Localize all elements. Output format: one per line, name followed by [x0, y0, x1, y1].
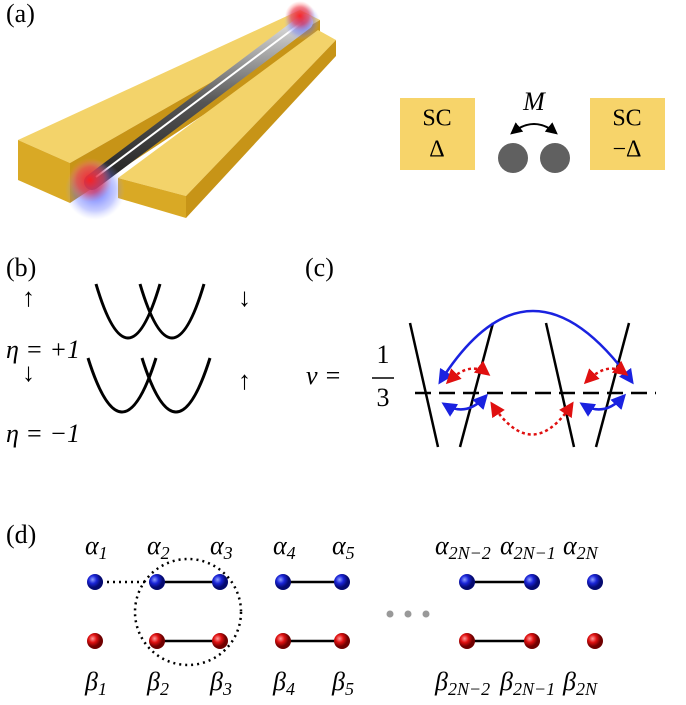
label-base: α: [500, 531, 515, 560]
eta-label: η = −1: [6, 419, 80, 448]
label-base: β: [434, 667, 448, 696]
site: [524, 633, 540, 649]
label-subscript: 2N−1: [513, 679, 555, 699]
site: [524, 574, 540, 590]
site-label: β2N−2: [434, 667, 490, 699]
label-subscript: 4: [286, 679, 295, 699]
label-subscript: 3: [222, 679, 232, 699]
label-subscript: 5: [346, 543, 355, 563]
unit-cell-circle: [133, 557, 243, 667]
dispersion-lines: [408, 322, 631, 448]
label-base: α: [563, 531, 578, 560]
coupling-label: M: [522, 87, 546, 116]
label-base: α: [147, 531, 162, 560]
site-label: β5: [331, 667, 354, 699]
label-base: β: [562, 667, 576, 696]
site: [275, 633, 291, 649]
site-label: α2N−1: [500, 531, 556, 563]
filling-label: ν =: [306, 361, 342, 390]
site-label: α3: [210, 531, 233, 563]
sc-box: [400, 98, 475, 170]
site: [587, 633, 603, 649]
site: [149, 574, 165, 590]
site-label: β2N: [562, 667, 598, 699]
label-subscript: 4: [287, 543, 296, 563]
label-subscript: 2N−1: [514, 543, 556, 563]
spin-arrow: ↑: [22, 283, 35, 312]
site: [212, 574, 228, 590]
label-base: α: [273, 531, 288, 560]
site-label: β3: [209, 667, 232, 699]
eta-label: η = +1: [6, 335, 80, 364]
panel-label: (c): [305, 253, 334, 282]
sc-box: [590, 98, 665, 170]
site-label: β2: [146, 667, 169, 699]
label-subscript: 1: [98, 679, 107, 699]
site: [587, 574, 603, 590]
site: [149, 633, 165, 649]
label-subscript: 2: [161, 543, 170, 563]
site: [459, 574, 475, 590]
site-label: β1: [84, 667, 107, 699]
site-label: α5: [332, 531, 355, 563]
label-subscript: 2: [160, 679, 169, 699]
label-base: α: [210, 531, 225, 560]
site-label: α2N: [563, 531, 599, 563]
site: [334, 574, 350, 590]
panel-label: (b): [6, 253, 36, 282]
spin-arrow: ↓: [238, 283, 251, 312]
label-subscript: 2N: [576, 679, 598, 699]
site: [212, 633, 228, 649]
box-text: Δ: [429, 137, 444, 163]
label-subscript: 2N−2: [448, 679, 490, 699]
label-base: α: [85, 531, 100, 560]
box-text: −Δ: [613, 137, 642, 163]
fraction-denominator: 3: [377, 383, 390, 412]
label-subscript: 2N−2: [449, 543, 491, 563]
site: [275, 574, 291, 590]
band-parabolas: [86, 283, 212, 414]
label-subscript: 2N: [577, 543, 599, 563]
site: [87, 633, 103, 649]
quantum-dot: [498, 143, 528, 173]
quantum-dot: [540, 143, 570, 173]
device-illustration: [18, 1, 336, 220]
fraction-numerator: 1: [377, 340, 390, 369]
label-base: α: [435, 531, 450, 560]
site: [459, 633, 475, 649]
label-base: β: [331, 667, 345, 696]
site-label: β4: [272, 667, 295, 699]
label-base: β: [272, 667, 286, 696]
label-base: β: [84, 667, 98, 696]
spin-arrow: ↑: [238, 366, 251, 395]
panel-label: (a): [6, 0, 35, 28]
site: [334, 633, 350, 649]
box-text: SC: [612, 106, 641, 132]
label-base: β: [146, 667, 160, 696]
label-base: α: [332, 531, 347, 560]
site-label: α2N−2: [435, 531, 491, 563]
label-base: β: [499, 667, 513, 696]
label-base: β: [209, 667, 223, 696]
coupling-arrow: [510, 122, 558, 135]
scattering-arrows: [438, 309, 634, 436]
box-text: SC: [422, 106, 451, 132]
label-subscript: 5: [345, 679, 354, 699]
site-label: α4: [273, 531, 296, 563]
site-label: α2: [147, 531, 170, 563]
ellipsis: [386, 610, 430, 618]
site: [87, 574, 103, 590]
label-subscript: 1: [99, 543, 108, 563]
panel-label: (d): [6, 520, 36, 549]
site-label: α1: [85, 531, 108, 563]
spin-arrow: ↓: [22, 358, 35, 387]
label-subscript: 3: [223, 543, 233, 563]
site-label: β2N−1: [499, 667, 555, 699]
